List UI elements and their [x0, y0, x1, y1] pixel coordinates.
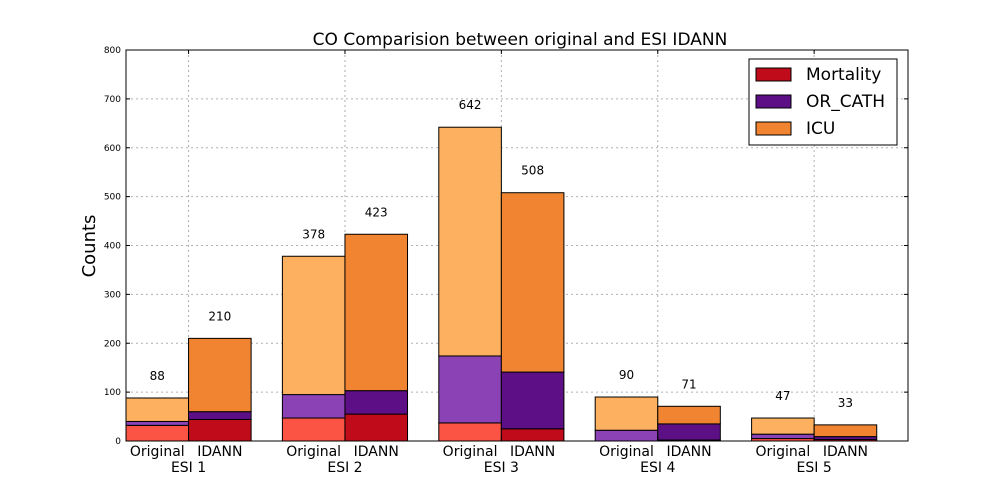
bar-idann-icu [813, 424, 878, 438]
x-tick-label-idann: IDANN [666, 444, 711, 460]
x-tick-label-original: Original [286, 444, 341, 460]
total-label-idann: 33 [838, 396, 853, 410]
bar-original-or-cath [438, 355, 502, 424]
bar-original-or-cath [751, 433, 815, 440]
bar-idann-or-cath [500, 371, 565, 430]
x-tick-label-original: Original [443, 444, 498, 460]
legend-label-icu: ICU [806, 119, 835, 139]
bar-idann-mortality [188, 418, 252, 442]
legend-swatch-mortality [755, 67, 792, 82]
total-label-original: 378 [302, 227, 325, 241]
x-tick-label-idann: IDANN [354, 444, 399, 460]
x-group-label: ESI 5 [797, 460, 832, 476]
bar-idann-icu [188, 337, 252, 413]
total-label-idann: 210 [208, 309, 231, 323]
y-tick-label: 300 [104, 290, 121, 300]
bar-original-icu [281, 255, 346, 396]
bar-original-icu [751, 417, 815, 435]
bar-idann-mortality [500, 428, 565, 442]
x-tick-label-original: Original [130, 444, 185, 460]
total-label-original: 88 [150, 369, 165, 383]
x-group-label: ESI 3 [484, 460, 519, 476]
x-tick-label-idann: IDANN [197, 444, 242, 460]
bars [125, 126, 878, 442]
legend: Mortality OR_CATH ICU [748, 58, 898, 146]
chart-title: CO Comparision between original and ESI … [313, 30, 728, 50]
x-group-label: ESI 1 [171, 460, 206, 476]
x-tick-label-original: Original [599, 444, 654, 460]
bar-idann-mortality [344, 413, 409, 442]
y-axis-label: Counts [79, 215, 100, 278]
y-tick-label: 500 [104, 193, 121, 203]
y-tick-label: 200 [104, 339, 121, 349]
legend-label-mortality: Mortality [806, 65, 881, 85]
total-labels: 88 210 378 423 642 508 90 71 47 33 [150, 98, 853, 410]
x-group-label: ESI 2 [327, 460, 362, 476]
bar-idann-icu [344, 233, 409, 392]
total-label-original: 47 [775, 389, 790, 403]
bar-original-mortality [281, 417, 346, 442]
bar-original-icu [125, 397, 190, 422]
x-tick-label-original: Original [755, 444, 810, 460]
x-group-label: ESI 4 [640, 460, 675, 476]
total-label-idann: 71 [681, 377, 696, 391]
x-tick-label-idann: IDANN [510, 444, 555, 460]
bar-idann-icu [657, 405, 721, 425]
bar-original-icu [594, 396, 659, 431]
y-tick-label: 400 [104, 242, 121, 252]
bar-original-mortality [125, 424, 190, 442]
bar-original-or-cath [125, 420, 190, 426]
y-tick-label: 100 [104, 388, 121, 398]
legend-label-or-cath: OR_CATH [806, 92, 885, 112]
total-label-original: 642 [459, 98, 482, 112]
bar-idann-or-cath [657, 423, 721, 441]
total-label-idann: 423 [365, 205, 388, 219]
bar-original-icu [438, 126, 502, 357]
bar-original-or-cath [594, 429, 659, 442]
bar-original-or-cath [281, 394, 346, 419]
legend-swatch-icu [755, 121, 792, 136]
total-label-original: 90 [619, 368, 634, 382]
legend-swatch-or-cath [755, 94, 792, 109]
total-label-idann: 508 [521, 164, 544, 178]
bar-idann-icu [500, 192, 565, 373]
y-tick-label: 0 [115, 437, 121, 447]
y-tick-label: 600 [104, 144, 121, 154]
y-tick-label: 700 [104, 95, 121, 105]
bar-original-mortality [438, 422, 502, 442]
bar-idann-or-cath [344, 390, 409, 415]
bar-idann-or-cath [188, 411, 252, 420]
x-tick-label-idann: IDANN [823, 444, 868, 460]
y-tick-label: 800 [104, 46, 121, 56]
